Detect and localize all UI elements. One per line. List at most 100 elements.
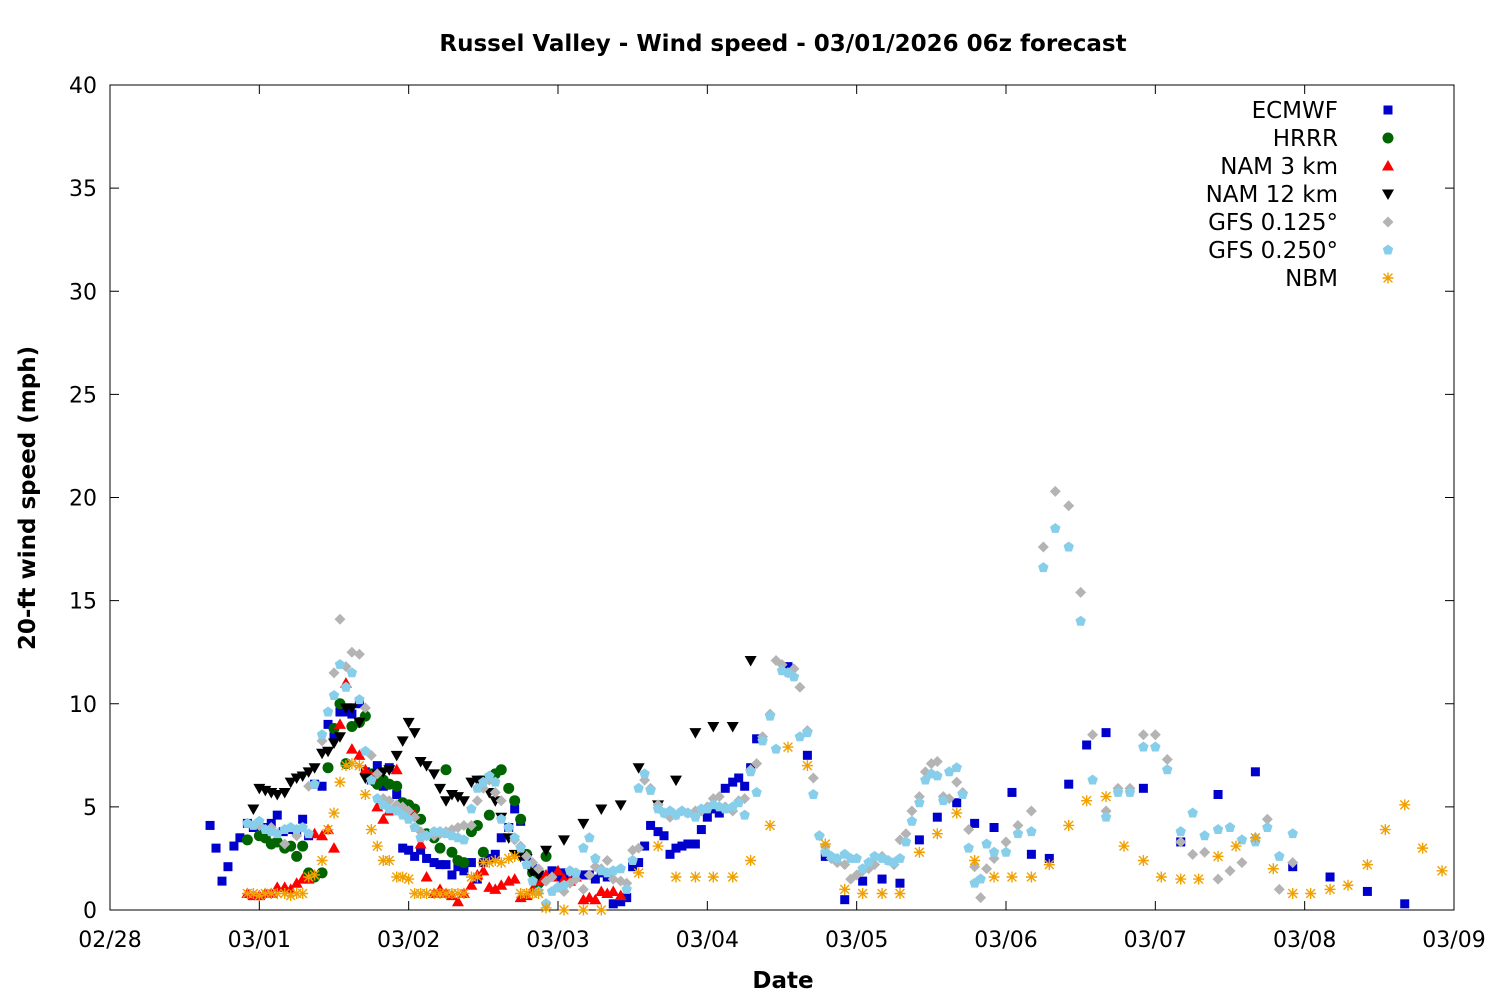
data-point (1175, 836, 1187, 848)
data-point (466, 803, 477, 814)
data-point (477, 857, 489, 869)
data-point (1038, 562, 1049, 573)
x-axis-label: Date (752, 968, 813, 994)
data-point (509, 795, 521, 807)
data-point (894, 888, 906, 899)
data-point (1417, 842, 1429, 854)
data-point (503, 852, 515, 864)
data-point (589, 893, 602, 905)
data-point (1155, 871, 1167, 883)
data-point (1087, 774, 1098, 785)
data-point (1212, 873, 1224, 885)
data-point (840, 895, 850, 905)
data-point (577, 883, 589, 895)
data-point (328, 842, 340, 853)
x-tick-label: 03/02 (377, 928, 440, 953)
data-point (1305, 888, 1317, 899)
data-point (353, 749, 366, 760)
data-point (975, 873, 986, 884)
data-point (278, 787, 291, 799)
data-point (652, 840, 664, 852)
data-point (340, 760, 352, 772)
data-point (1137, 855, 1149, 866)
data-point (770, 743, 782, 754)
legend-label: ECMWF (1252, 98, 1338, 124)
data-point (690, 839, 700, 849)
data-point (346, 758, 358, 770)
data-point (858, 876, 868, 886)
data-point (434, 842, 446, 854)
data-point (546, 871, 558, 883)
legend-marker (1382, 189, 1394, 200)
legend-label: HRRR (1273, 126, 1338, 152)
data-point (353, 717, 366, 729)
data-point (1273, 883, 1285, 895)
data-point (297, 822, 308, 832)
data-point (402, 717, 415, 729)
x-tick-label: 03/06 (974, 928, 1037, 953)
data-point (726, 721, 739, 733)
data-point (302, 767, 315, 778)
data-point (458, 834, 470, 845)
data-point (495, 879, 508, 890)
data-point (607, 885, 620, 896)
legend-marker (1382, 272, 1394, 284)
data-point (1224, 865, 1236, 877)
data-point (788, 671, 800, 682)
data-point (957, 789, 968, 799)
data-point (477, 846, 489, 858)
data-point (683, 839, 693, 849)
data-point (410, 851, 420, 861)
y-tick-label: 0 (83, 899, 97, 924)
data-point (633, 842, 645, 854)
data-point (689, 871, 701, 883)
data-point (384, 803, 395, 814)
data-point (595, 804, 608, 815)
data-point (951, 762, 962, 773)
data-point (633, 867, 645, 879)
data-point (440, 888, 452, 899)
data-point (690, 811, 701, 822)
data-point (595, 904, 607, 916)
data-point (894, 852, 906, 863)
data-point (914, 835, 924, 845)
data-point (434, 888, 446, 899)
data-point (328, 690, 340, 700)
chart-title: Russel Valley - Wind speed - 03/01/2026 … (439, 31, 1126, 57)
data-point (745, 855, 757, 866)
data-point (229, 841, 239, 851)
data-point (1138, 783, 1148, 793)
data-point (1399, 799, 1411, 811)
data-point (963, 842, 974, 853)
data-point (616, 897, 626, 907)
y-axis: 0 5 10 15 20 25 30 35 40 (69, 74, 1454, 924)
data-point (1267, 863, 1279, 875)
data-point (1249, 832, 1261, 844)
data-point (1187, 807, 1198, 818)
data-point (1212, 824, 1224, 835)
data-point (359, 702, 371, 714)
data-point (640, 841, 650, 851)
data-point (819, 838, 831, 850)
data-point (247, 804, 260, 815)
data-point (689, 728, 702, 739)
data-point (1082, 740, 1092, 750)
data-point (241, 834, 253, 846)
data-point (558, 904, 570, 916)
data-point (416, 845, 426, 855)
x-tick-label: 03/09 (1422, 928, 1485, 953)
data-point (1162, 764, 1173, 775)
data-point (391, 780, 403, 792)
x-tick-label: 03/08 (1273, 928, 1336, 953)
data-point (271, 790, 284, 801)
data-point (316, 867, 328, 879)
data-point (297, 840, 309, 852)
data-point (1138, 741, 1149, 752)
data-point (1007, 787, 1017, 797)
data-point (459, 866, 469, 876)
data-point (808, 789, 819, 799)
y-axis-label: 20-ft wind speed (mph) (15, 346, 41, 650)
data-point (1250, 767, 1260, 777)
data-point (669, 775, 682, 787)
data-point (659, 831, 669, 841)
